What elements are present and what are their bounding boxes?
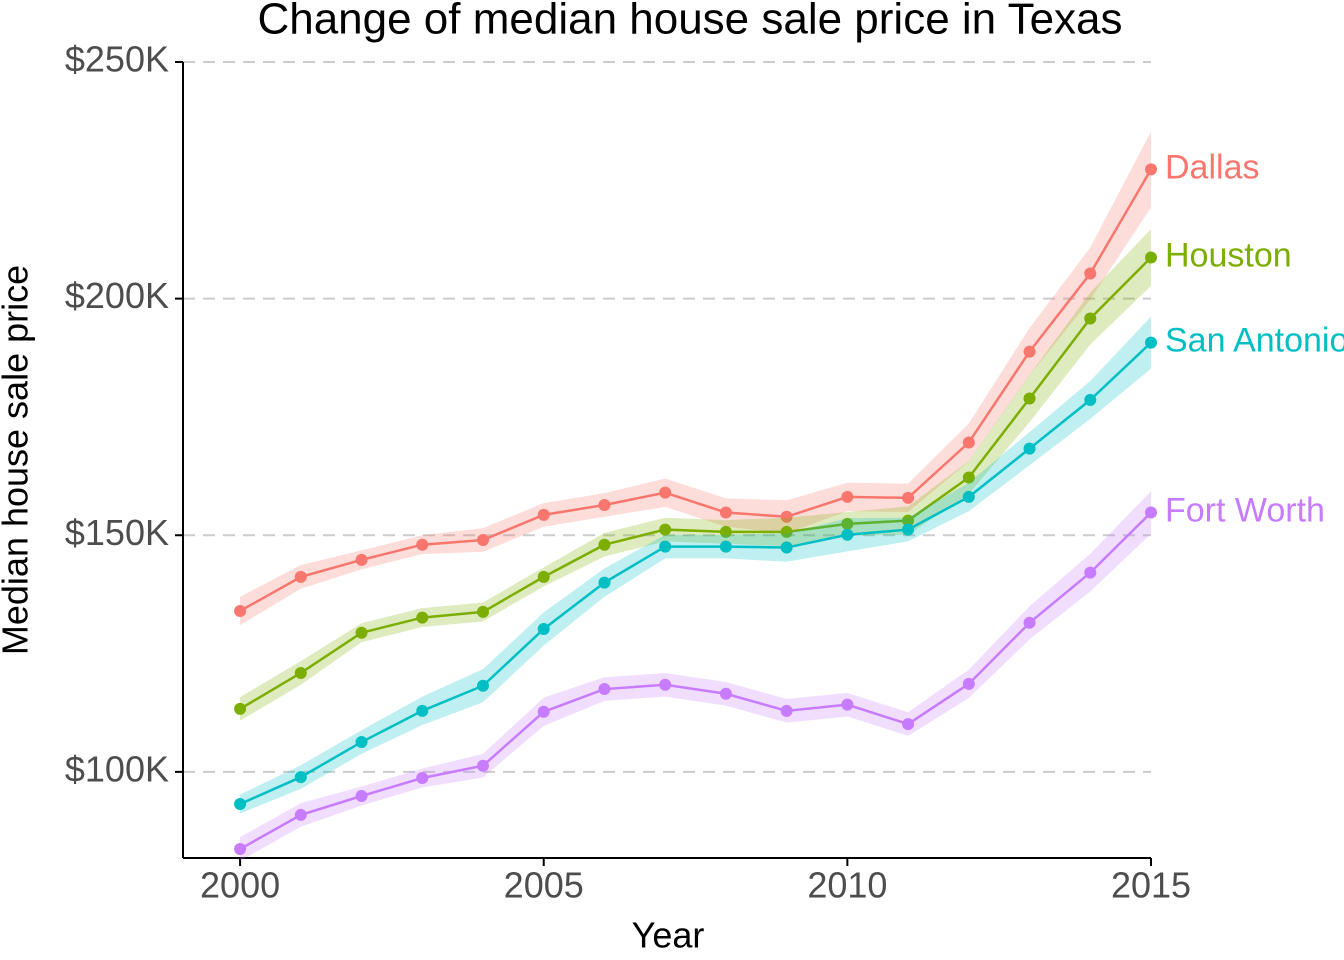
data-point: [962, 677, 975, 690]
data-point: [537, 705, 550, 718]
data-point: [355, 553, 368, 566]
data-point: [841, 528, 854, 541]
data-point: [659, 523, 672, 536]
data-point: [476, 533, 489, 546]
series-line: [239, 256, 1152, 711]
data-point: [902, 523, 915, 536]
y-tick-label: $150K: [65, 512, 169, 553]
data-point: [659, 678, 672, 691]
data-point: [598, 683, 611, 696]
data-point: [416, 538, 429, 551]
data-point: [476, 759, 489, 772]
x-tick-label: 2000: [200, 865, 280, 906]
data-point: [234, 702, 247, 715]
data-point: [1145, 506, 1157, 519]
series-label: Dallas: [1165, 148, 1259, 186]
data-point: [962, 436, 975, 449]
data-point: [476, 605, 489, 618]
data-point: [902, 718, 915, 731]
data-point: [780, 704, 793, 717]
data-point: [659, 540, 672, 553]
data-point: [841, 517, 854, 530]
data-point: [598, 498, 611, 511]
data-point: [234, 798, 247, 811]
data-point: [416, 772, 429, 785]
data-point: [476, 679, 489, 692]
data-point: [1084, 393, 1097, 406]
x-axis-title: Year: [632, 915, 705, 956]
data-point: [355, 626, 368, 639]
y-tick-label: $100K: [65, 748, 169, 789]
x-tick-label: 2005: [504, 865, 584, 906]
data-point: [1084, 566, 1097, 579]
data-point: [537, 570, 550, 583]
data-point: [294, 570, 307, 583]
data-point: [719, 506, 732, 519]
y-axis-title: Median house sale price: [0, 265, 36, 655]
data-point: [598, 538, 611, 551]
data-point: [234, 843, 247, 856]
y-tick-label: $250K: [65, 39, 169, 80]
data-point: [902, 514, 915, 527]
data-point: [719, 687, 732, 700]
data-point: [537, 622, 550, 635]
data-point: [962, 490, 975, 503]
data-point: [780, 525, 793, 538]
data-point: [1145, 336, 1157, 349]
y-tick-label: $200K: [65, 275, 169, 316]
data-point: [416, 704, 429, 717]
data-point: [355, 736, 368, 749]
data-point: [659, 486, 672, 499]
data-point: [1023, 392, 1036, 405]
series-line: [239, 511, 1152, 851]
data-point: [416, 611, 429, 624]
data-point: [294, 771, 307, 784]
data-point: [962, 471, 975, 484]
data-point: [1023, 616, 1036, 629]
data-point: [1084, 267, 1097, 280]
confidence-band: [240, 316, 1152, 814]
data-point: [1145, 163, 1157, 176]
series-label: Houston: [1165, 236, 1292, 274]
series-label: Fort Worth: [1165, 492, 1325, 530]
confidence-band: [240, 131, 1152, 626]
data-point: [537, 508, 550, 521]
data-point: [294, 666, 307, 679]
data-point: [355, 790, 368, 803]
series-line: [239, 168, 1153, 613]
data-point: [294, 808, 307, 821]
data-point: [234, 604, 247, 617]
series-line: [239, 341, 1152, 806]
x-tick-label: 2010: [807, 865, 887, 906]
data-point: [1023, 345, 1036, 358]
data-point: [1023, 442, 1036, 455]
data-point: [902, 491, 915, 504]
data-point: [780, 541, 793, 554]
data-point: [598, 576, 611, 589]
data-point: [719, 540, 732, 553]
data-point: [780, 510, 793, 523]
x-tick-label: 2015: [1111, 865, 1191, 906]
data-point: [1084, 312, 1097, 325]
data-point: [841, 698, 854, 711]
data-point: [1145, 251, 1157, 264]
chart-title: Change of median house sale price in Tex…: [257, 0, 1122, 44]
data-point: [719, 525, 732, 538]
data-point: [841, 490, 854, 503]
series-label: San Antonio: [1165, 322, 1344, 360]
